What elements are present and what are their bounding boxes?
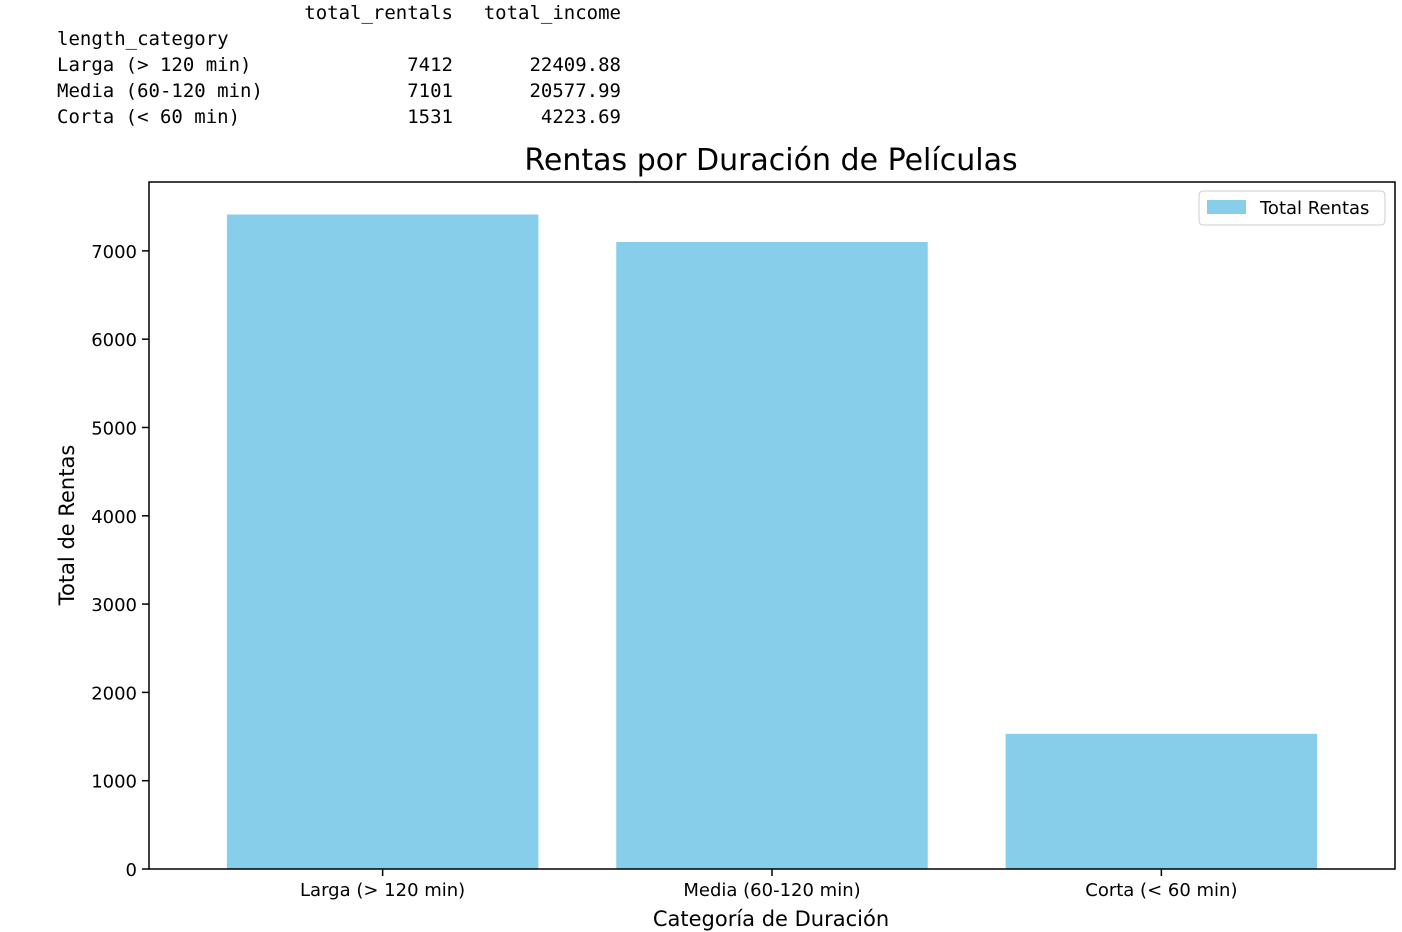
df-cell-total-rentals: 7412 <box>407 54 453 76</box>
x-tick-label: Larga (> 120 min) <box>300 880 465 901</box>
plot-frame <box>148 181 1396 870</box>
y-axis-label: Total de Rentas <box>55 445 79 607</box>
legend-box <box>1198 190 1386 226</box>
legend-swatch <box>1207 200 1246 214</box>
x-tick-label: Corta (< 60 min) <box>1085 880 1237 901</box>
y-tick-label: 3000 <box>91 595 137 616</box>
bar <box>616 241 928 870</box>
df-cell-total-rentals: 1531 <box>407 106 453 128</box>
chart-title: Rentas por Duración de Películas <box>524 143 1017 178</box>
legend: Total Rentas <box>1198 190 1386 226</box>
df-cell-total-income: 20577.99 <box>529 80 621 102</box>
y-tick-label: 4000 <box>91 507 137 528</box>
y-tick-label: 0 <box>126 860 137 881</box>
df-index-name: length_category <box>57 28 229 50</box>
y-tick-label: 7000 <box>91 242 137 263</box>
y-tick-label: 1000 <box>91 772 137 793</box>
x-axis-label: Categoría de Duración <box>653 907 889 931</box>
dataframe-output: total_rentals total_income length_catego… <box>0 0 640 135</box>
df-cell-total-rentals: 7101 <box>407 80 453 102</box>
bar <box>226 214 539 870</box>
df-row-label: Media (60-120 min) <box>57 80 263 102</box>
df-row-label: Larga (> 120 min) <box>57 54 252 76</box>
y-tick-label: 6000 <box>91 330 137 351</box>
df-cell-total-income: 4223.69 <box>540 106 621 128</box>
x-axis: Larga (> 120 min) Media (60-120 min) Corta… <box>300 869 1237 901</box>
df-column-header: total_rentals <box>304 2 453 24</box>
x-tick-label: Media (60-120 min) <box>683 880 860 901</box>
df-cell-total-income: 22409.88 <box>529 54 621 76</box>
legend-label: Total Rentas <box>1259 198 1369 219</box>
bars-layer <box>226 214 1318 870</box>
df-column-header: total_income <box>483 2 621 24</box>
y-axis: 0 1000 2000 3000 4000 5000 6000 7000 <box>91 242 149 881</box>
y-tick-label: 2000 <box>91 683 137 704</box>
bar <box>1005 733 1318 869</box>
y-tick-label: 5000 <box>91 418 137 439</box>
df-row-label: Corta (< 60 min) <box>57 106 241 128</box>
